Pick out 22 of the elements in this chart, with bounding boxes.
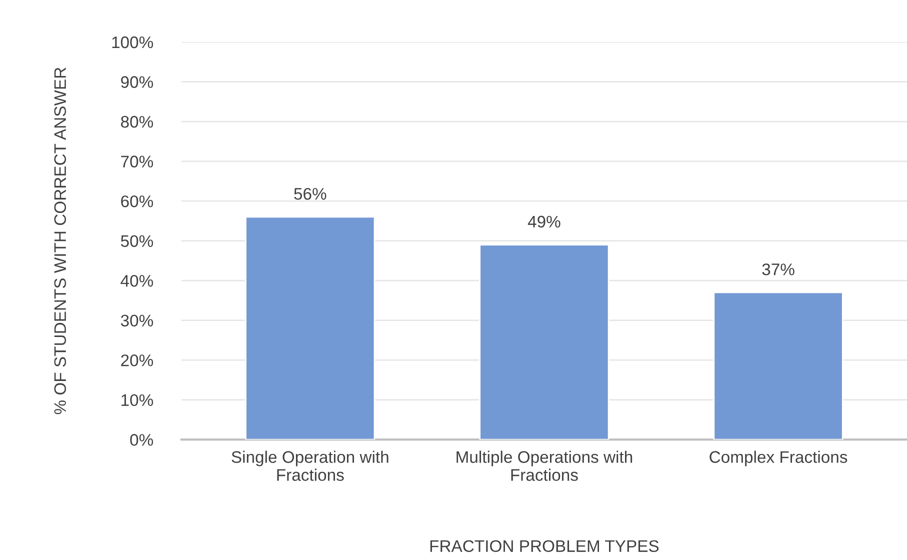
- y-axis-title: % OF STUDENTS WITH CORRECT ANSWER: [54, 68, 66, 414]
- y-tick-label: 40%: [120, 274, 154, 287]
- x-tick-label: Single Operation with Fractions: [232, 450, 388, 481]
- data-label: 37%: [762, 264, 794, 276]
- y-tick-label: 30%: [120, 314, 154, 327]
- bar: [479, 244, 610, 440]
- y-tick-label: 50%: [120, 235, 154, 248]
- y-tick-label: 60%: [121, 195, 154, 208]
- y-tick-label: 80%: [120, 116, 154, 128]
- y-tick-label: 100%: [112, 36, 154, 48]
- y-tick-label: 70%: [121, 156, 154, 168]
- x-axis-title: FRACTION PROBLEM TYPES: [430, 540, 659, 552]
- y-tick-label: 0%: [130, 434, 154, 446]
- y-tick-label: 90%: [121, 76, 154, 88]
- data-label: 49%: [528, 216, 560, 228]
- bar: [713, 292, 844, 440]
- data-label: 56%: [294, 188, 326, 200]
- x-tick-label: Multiple Operations with Fractions: [456, 450, 632, 481]
- bar: [245, 216, 376, 440]
- y-tick-label: 10%: [122, 394, 154, 406]
- x-tick-label: Complex Fractions: [710, 450, 848, 466]
- y-tick-label: 20%: [121, 354, 154, 366]
